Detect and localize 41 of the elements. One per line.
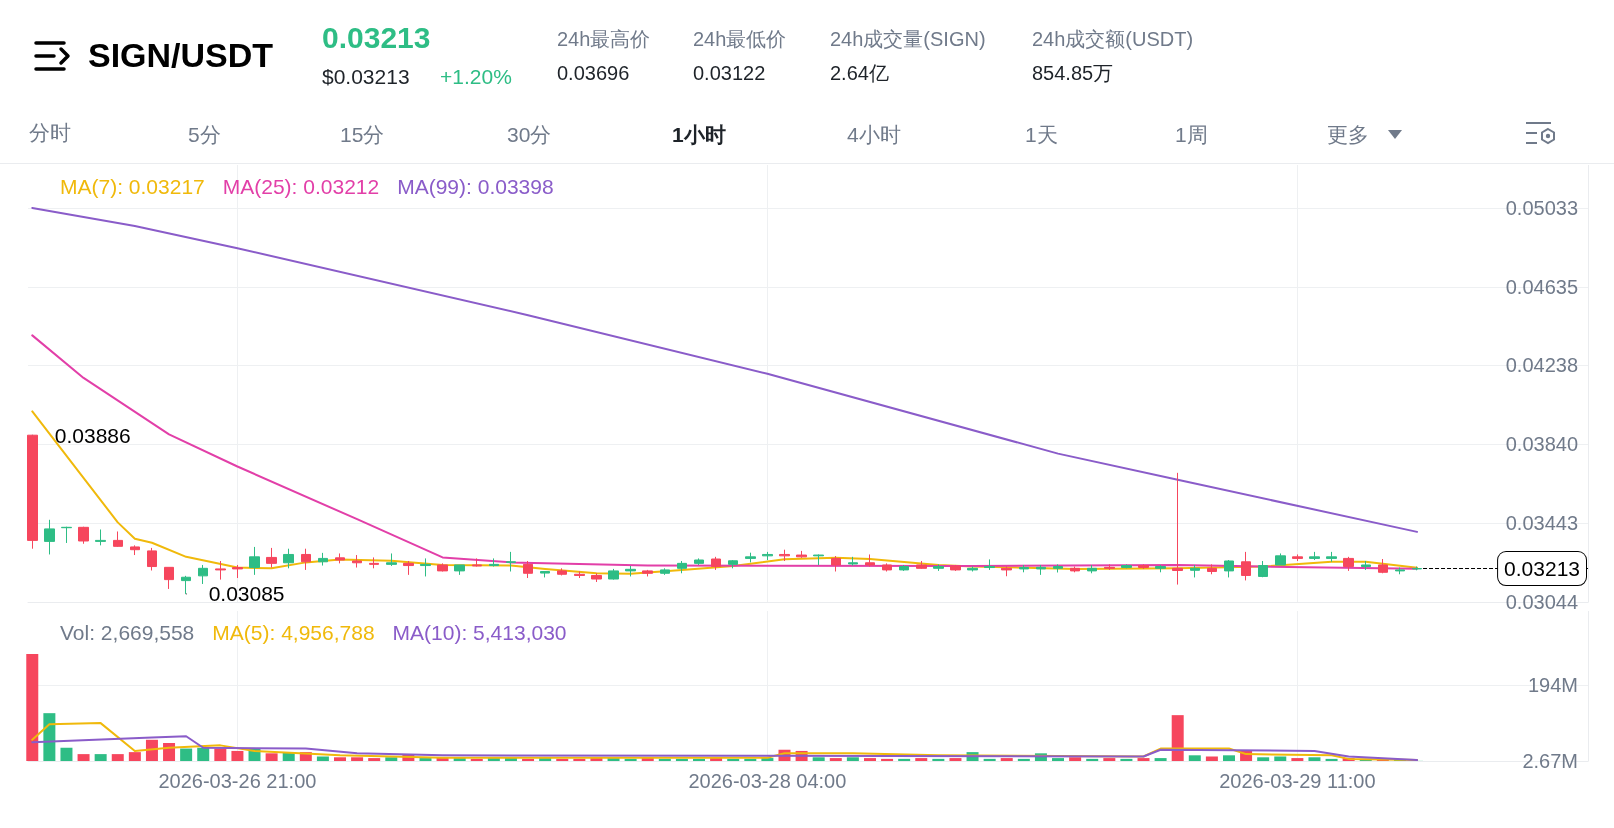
y-tick-label: 0.04635 [1505,275,1578,298]
y-tick-label: 0.03443 [1505,511,1578,534]
text: MA(7): 0.03217 [60,175,205,199]
text: MA(99): 0.03398 [397,175,554,199]
y-tick-label: 0.04238 [1505,354,1578,377]
annotation: 0.03085 [208,582,285,606]
text: 30分 [507,122,552,148]
y-tick-label: 194M [1527,673,1578,696]
text: +1.20% [440,64,512,90]
y-tick-label: 2.67M [1522,750,1578,772]
text: 0.03213 [322,20,431,56]
x-tick-label: 2026-03-26 21:00 [158,770,317,792]
y-tick-label: 0.05033 [1505,196,1578,219]
text: 15分 [340,122,385,148]
text: 2.64亿 [830,61,889,85]
text: 854.85万 [1032,61,1114,85]
text: MA(5): 4,956,788 [212,621,375,645]
text: $0.03213 [322,64,410,90]
text: 0.03122 [693,61,766,85]
text: 24h最低价 [693,27,787,51]
text: 1小时 [672,122,726,148]
chart-title: SIGN/USDT [88,35,274,75]
text: 1天 [1025,122,1058,148]
text: 4小时 [847,122,901,148]
text: 5分 [188,122,221,148]
text: 0.03696 [557,61,630,85]
text: 24h最高价 [557,27,651,51]
y-tick-label: 0.03044 [1505,591,1578,613]
text: 更多 [1327,122,1369,148]
text: MA(10): 5,413,030 [392,621,567,645]
text: MA(25): 0.03212 [222,175,380,199]
annotation: 0.03886 [54,423,131,447]
x-tick-label: 2026-03-28 04:00 [688,770,847,792]
text: 1周 [1175,122,1208,148]
y-tick-label: 0.03840 [1505,433,1578,456]
series-label: Vol: 2,669,558 [60,621,195,645]
text: 24h成交量(SIGN) [830,27,986,51]
x-tick-label: 2026-03-29 11:00 [1219,770,1376,792]
text: 24h成交额(USDT) [1032,27,1194,51]
text: 分时 [29,120,71,146]
ref-line-label: 0.03213 [1504,557,1580,581]
